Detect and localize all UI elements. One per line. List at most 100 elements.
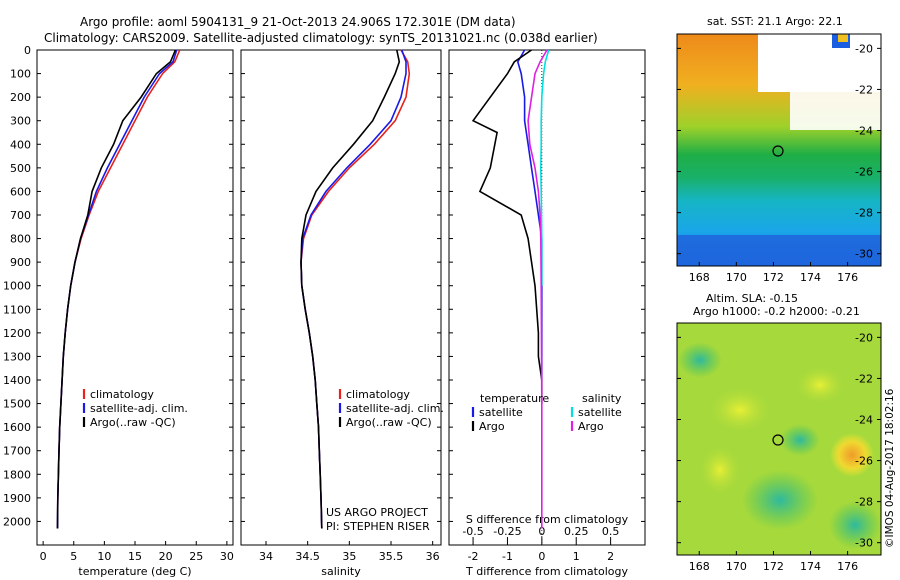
plot-frame <box>36 49 234 546</box>
map-y-tick-label: -22 <box>855 372 873 385</box>
legend-label: climatology <box>90 388 154 401</box>
x-tick-label: 34 <box>259 550 273 563</box>
x-tick-label: 36 <box>426 550 440 563</box>
sst-map-title: sat. SST: 21.1 Argo: 22.1 <box>707 15 843 28</box>
y-tick-label: 100 <box>10 68 31 81</box>
sst-map-frame <box>676 33 882 267</box>
map-x-tick-label: 170 <box>726 271 747 284</box>
sla-map-anomaly <box>742 470 818 530</box>
y-tick-label: 1600 <box>3 421 31 434</box>
map-x-tick-label: 172 <box>763 560 784 573</box>
x-tick-label: 30 <box>220 550 234 563</box>
plot-frame <box>448 49 646 546</box>
y-tick-label: 800 <box>10 233 31 246</box>
sla-map: Altim. SLA: -0.15 Argo h1000: -0.2 h2000… <box>676 292 882 573</box>
y-tick-label: 700 <box>10 209 31 222</box>
legend-label: Argo <box>479 420 505 433</box>
y-tick-label: 500 <box>10 162 31 175</box>
y-tick-label: 400 <box>10 138 31 151</box>
series-line-argo <box>527 49 548 529</box>
x-tick-label: 35.5 <box>379 550 404 563</box>
project-annotation: US ARGO PROJECT <box>326 506 428 519</box>
y-tick-label: 1900 <box>3 492 31 505</box>
legend-label: Argo(..raw -QC) <box>346 416 432 429</box>
series-line-satellite <box>539 49 550 286</box>
legend-label: satellite-adj. clim. <box>346 402 444 415</box>
x-tick-label: 2 <box>607 550 614 563</box>
y-tick-label: 1000 <box>3 280 31 293</box>
y-tick-label: 1400 <box>3 374 31 387</box>
x-axis-label: salinity <box>321 565 361 578</box>
x-tick-top-label: -0.5 <box>462 525 483 538</box>
y-tick-label: 1800 <box>3 468 31 481</box>
y-tick-label: 1500 <box>3 398 31 411</box>
map-x-tick-label: 174 <box>800 271 821 284</box>
map-x-tick-label: 168 <box>689 271 710 284</box>
map-y-tick-label: -28 <box>855 207 873 220</box>
series-line-climatology <box>56 49 181 529</box>
series-line-argo-raw-qc- <box>56 49 177 529</box>
x-tick-label: 15 <box>128 550 142 563</box>
series-line-argo <box>471 49 543 404</box>
x-tick-top-label: 0.5 <box>602 525 620 538</box>
series-line-climatology <box>300 49 411 529</box>
legend-label: climatology <box>346 388 410 401</box>
x-tick-top-label: 0.25 <box>564 525 589 538</box>
temperature-panel: 0100200300400500600700800900100011001200… <box>3 44 234 578</box>
map-y-tick-label: -20 <box>855 42 873 55</box>
y-tick-label: 1100 <box>3 303 31 316</box>
x-tick-label: -1 <box>502 550 513 563</box>
x-tick-top-label: 0 <box>538 525 545 538</box>
sla-map-anomaly <box>780 424 820 456</box>
x-axis-label: temperature (deg C) <box>78 565 191 578</box>
sst-map-warm-patch <box>838 34 848 42</box>
map-x-tick-label: 170 <box>726 560 747 573</box>
x-tick-label: 25 <box>189 550 203 563</box>
credit-text: ©IMOS 04-Aug-2017 18:02:16 <box>884 388 896 548</box>
sla-map-title-2: Argo h1000: -0.2 h2000: -0.21 <box>693 305 860 318</box>
sla-map-anomaly <box>678 342 722 378</box>
x-tick-label: 34.5 <box>295 550 320 563</box>
y-tick-label: 2000 <box>3 515 31 528</box>
sla-map-frame <box>676 322 882 556</box>
plot-frame <box>240 49 442 546</box>
legend-title-temperature: temperature <box>480 392 549 405</box>
y-tick-label: 1300 <box>3 350 31 363</box>
legend-label: satellite-adj. clim. <box>90 402 188 415</box>
x-tick-label: 35 <box>342 550 356 563</box>
sla-map-anomaly <box>796 367 844 403</box>
x-axis-label: T difference from climatology <box>465 565 628 578</box>
series-line-argo-raw-qc- <box>300 49 401 529</box>
map-x-tick-label: 176 <box>837 560 858 573</box>
map-y-tick-label: -26 <box>855 455 873 468</box>
x-tick-top-label: -0.25 <box>493 525 521 538</box>
map-x-tick-label: 172 <box>763 271 784 284</box>
sla-map-float-marker <box>772 434 784 446</box>
y-tick-label: 0 <box>24 44 31 57</box>
legend-label: satellite <box>578 406 622 419</box>
x-tick-label: 10 <box>97 550 111 563</box>
series-line-satellite-adj-clim- <box>56 49 178 529</box>
map-y-tick-label: -26 <box>855 166 873 179</box>
map-x-tick-label: 174 <box>800 560 821 573</box>
sla-map-anomaly <box>710 388 770 432</box>
sla-map-anomaly <box>700 446 740 494</box>
legend-label: Argo(..raw -QC) <box>90 416 176 429</box>
legend-title-salinity: salinity <box>582 392 622 405</box>
map-y-tick-label: -30 <box>855 248 873 261</box>
header-line2: Climatology: CARS2009. Satellite-adjuste… <box>44 31 598 45</box>
header-line1: Argo profile: aoml 5904131_9 21-Oct-2013… <box>80 15 516 29</box>
x-tick-label: 0 <box>538 550 545 563</box>
legend-label: satellite <box>479 406 523 419</box>
sla-map-anomaly <box>829 501 881 549</box>
y-tick-label: 1200 <box>3 327 31 340</box>
map-y-tick-label: -20 <box>855 331 873 344</box>
map-x-tick-label: 176 <box>837 271 858 284</box>
series-line-satellite-adj-clim- <box>300 49 407 529</box>
x-tick-label: 5 <box>70 550 77 563</box>
map-y-tick-label: -22 <box>855 83 873 96</box>
x-tick-label: -2 <box>468 550 479 563</box>
sst-map: sat. SST: 21.1 Argo: 22.1 168 170 172 174 17… <box>676 15 882 284</box>
y-tick-label: 200 <box>10 91 31 104</box>
